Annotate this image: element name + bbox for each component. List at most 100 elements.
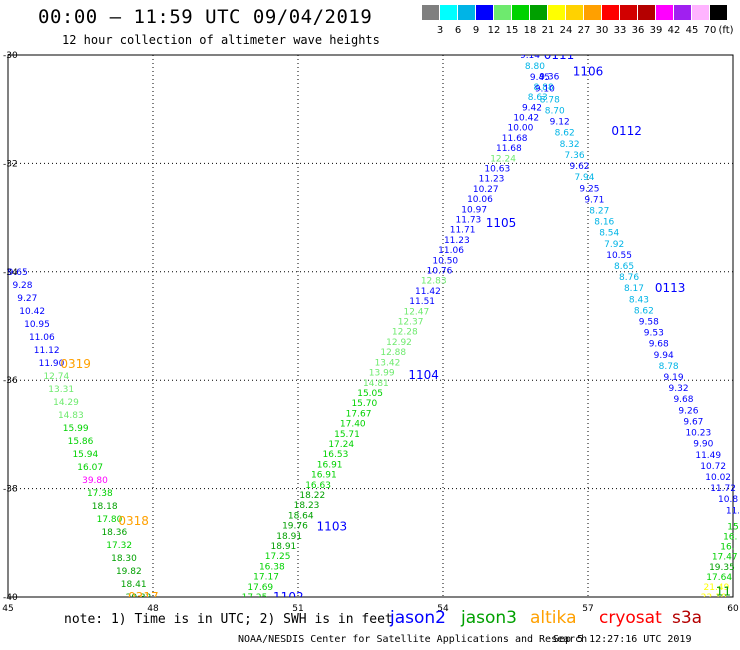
wave-height-label: 13.31: [48, 385, 74, 395]
pass-id-label: 1102: [273, 590, 304, 604]
wave-height-label: 17.32: [106, 541, 132, 551]
wave-height-label: 17.17: [253, 573, 279, 583]
satellite-label-s3a: s3a: [672, 608, 703, 628]
wave-height-label: 12.74: [43, 372, 69, 382]
legend-tick-label: 36: [631, 25, 645, 36]
legend-swatch: [548, 5, 565, 20]
wave-height-label: 13.99: [369, 369, 395, 379]
wave-height-label: 11.12: [34, 346, 60, 356]
wave-height-label: 18.91: [276, 532, 302, 542]
wave-height-label: 17.24: [328, 440, 354, 450]
wave-height-label: 9.10: [535, 84, 555, 94]
wave-height-label: 11.68: [502, 134, 528, 144]
wave-height-label: 9.58: [639, 318, 659, 328]
page-subtitle: 12 hour collection of altimeter wave hei…: [62, 33, 380, 47]
wave-height-label: 7.36: [565, 151, 585, 161]
wave-height-label: 16.63: [305, 481, 331, 491]
wave-height-label: 9.45: [530, 73, 550, 83]
wave-height-label: 39.80: [82, 476, 108, 486]
wave-height-label: 17.25: [242, 593, 268, 603]
wave-height-label: 9.27: [17, 294, 37, 304]
wave-height-label: 10.63: [484, 165, 510, 175]
pass-id-label: 1103: [317, 520, 348, 534]
wave-height-label: 10.50: [432, 256, 458, 266]
wave-height-label: 18.64: [288, 511, 314, 521]
wave-height-label: 13.42: [375, 358, 401, 368]
legend-swatch: [710, 5, 727, 20]
pass-id-label: 1104: [408, 368, 439, 382]
longitude-label: 60: [727, 604, 739, 614]
pass-id-label: 0111: [544, 48, 575, 62]
wave-height-label: 8.78: [540, 95, 560, 105]
wave-height-label: 9.12: [550, 118, 570, 128]
legend-tick-label: 42: [667, 25, 681, 36]
wave-height-label: 21.49: [704, 583, 730, 593]
latitude-label: -38: [3, 485, 18, 495]
wave-height-label: 8.88: [534, 83, 554, 93]
wave-height-label: 16.91: [317, 460, 343, 470]
wave-height-label: 17.69: [247, 583, 273, 593]
wave-height-label: 8.43: [629, 295, 649, 305]
pass-id-label: 0113: [655, 281, 686, 295]
wave-height-label: 10.00: [508, 124, 534, 134]
legend-swatch: [422, 5, 439, 20]
wave-height-label: 10.95: [24, 320, 50, 330]
legend-swatch: [602, 5, 619, 20]
legend-swatch: [638, 5, 655, 20]
wave-height-label: 17.67: [346, 409, 372, 419]
wave-height-label: 8.27: [589, 206, 609, 216]
pass-id-label: 0319: [60, 357, 91, 371]
legend-swatch: [440, 5, 457, 20]
wave-height-label: 9.68: [673, 395, 693, 405]
latitude-label: -36: [3, 376, 18, 386]
wave-height-label: 12.24: [490, 154, 516, 164]
wave-height-label: 12.28: [392, 328, 418, 338]
longitude-label: 45: [2, 604, 13, 614]
legend-unit-label: (ft): [718, 25, 734, 36]
wave-height-label: 19.35: [709, 563, 735, 573]
wave-height-label: 16.53: [323, 450, 349, 460]
wave-height-label: 12.37: [398, 318, 424, 328]
wave-height-label: 7.92: [604, 240, 624, 250]
wave-height-label: 8.16: [594, 218, 614, 228]
legend-swatch: [494, 5, 511, 20]
wave-height-label: 10.97: [461, 205, 487, 215]
wave-height-label: 18.36: [101, 528, 127, 538]
legend-swatch: [566, 5, 583, 20]
pass-id-label: 1105: [486, 216, 517, 230]
wave-height-label: 8.62: [555, 129, 575, 139]
legend-tick-label: 33: [613, 25, 627, 36]
wave-height-label: 20.32: [126, 593, 152, 603]
wave-height-label: 9.68: [649, 340, 669, 350]
wave-height-values: 9.65 9.28 9.27 10.42 10.95 11.06 11.12 11.90 12.…: [8, 48, 739, 604]
legend-tick-label: 21: [541, 25, 555, 36]
wave-height-label: 15.86: [68, 437, 94, 447]
wave-height-label: 9.26: [678, 406, 698, 416]
wave-height-label: 10.42: [19, 307, 45, 317]
wave-height-label: 11.23: [479, 175, 505, 185]
wave-height-label: 9.62: [569, 162, 589, 172]
wave-height-label: 19.76: [282, 522, 308, 532]
legend-tick-label: 30: [595, 25, 609, 36]
satellite-label-jason2: jason2: [390, 608, 446, 628]
longitude-label: 48: [147, 604, 159, 614]
wave-height-label: 17.47: [712, 553, 738, 563]
wave-height-label: 8.63: [528, 93, 548, 103]
wave-height-label: 17.64: [706, 573, 732, 583]
wave-height-label: 12.83: [421, 277, 447, 287]
legend-tick-label: 12: [487, 25, 501, 36]
satellite-label-altika: altika: [530, 608, 577, 628]
wave-height-label: 14.81: [363, 379, 389, 389]
latitude-label: -34: [3, 268, 18, 278]
footer-note: note: 1) Time is in UTC; 2) SWH is in fe…: [64, 612, 393, 627]
legend-tick-label: 70: [703, 25, 717, 36]
wave-height-label: 10.42: [513, 113, 539, 123]
wave-height-label: 9.25: [579, 184, 599, 194]
wave-height-label: 10.27: [473, 185, 499, 195]
wave-height-label: 11.49: [695, 451, 721, 461]
wave-height-label: 12.47: [403, 307, 429, 317]
wave-height-label: 16.38: [259, 562, 285, 572]
satellite-label-cryosat: cryosat: [599, 608, 662, 628]
wave-height-label: 10.06: [467, 195, 493, 205]
